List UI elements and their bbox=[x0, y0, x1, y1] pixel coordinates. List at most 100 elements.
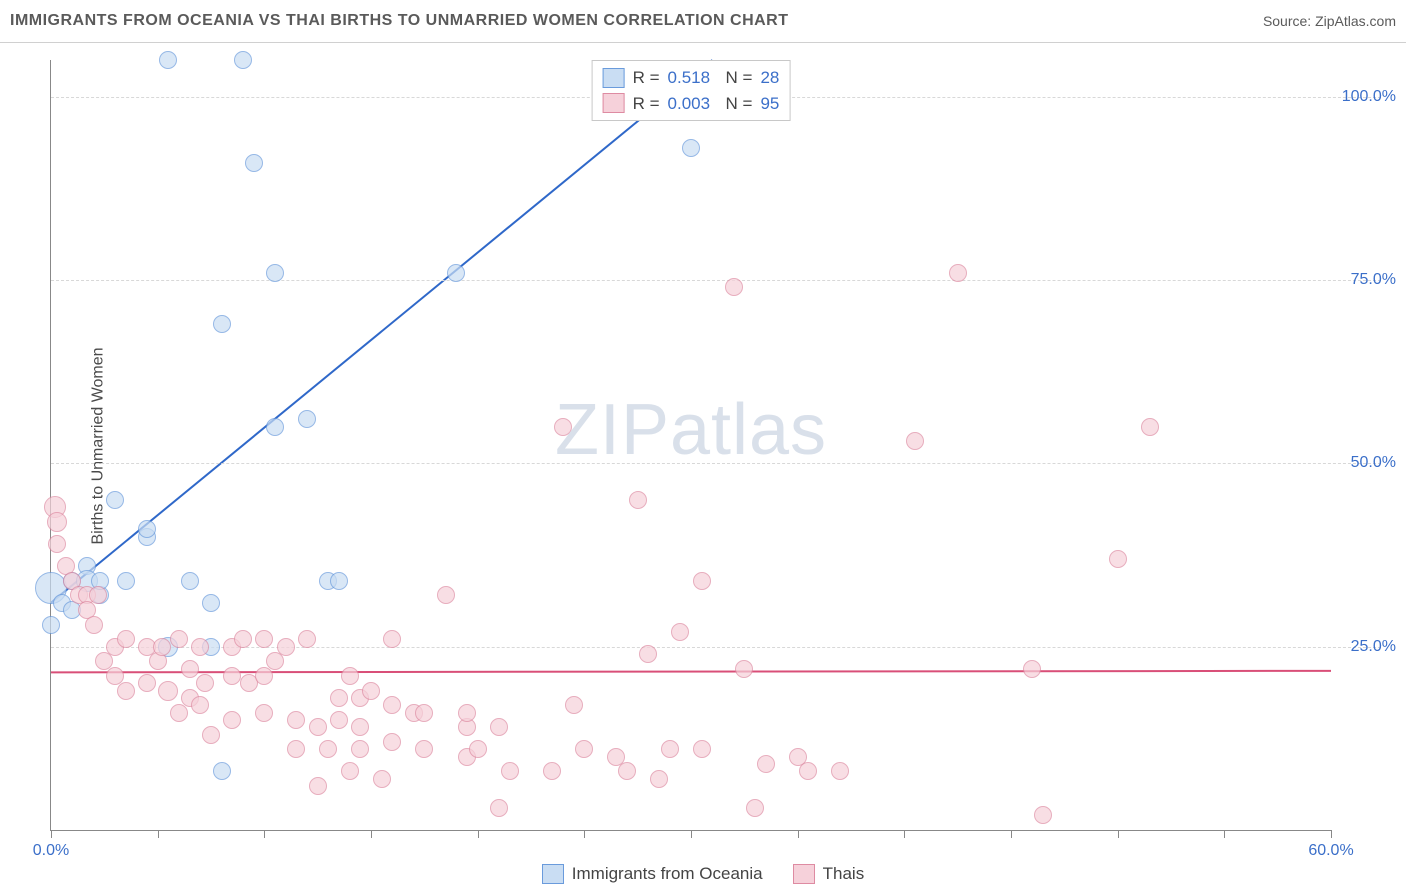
scatter-marker bbox=[351, 740, 369, 758]
scatter-marker bbox=[298, 410, 316, 428]
scatter-marker bbox=[682, 139, 700, 157]
scatter-marker bbox=[117, 682, 135, 700]
scatter-marker bbox=[277, 638, 295, 656]
scatter-marker bbox=[138, 674, 156, 692]
scatter-marker bbox=[799, 762, 817, 780]
x-tick bbox=[1331, 830, 1332, 838]
x-tick bbox=[691, 830, 692, 838]
scatter-marker bbox=[330, 711, 348, 729]
scatter-marker bbox=[1141, 418, 1159, 436]
y-tick-label: 75.0% bbox=[1341, 271, 1396, 289]
legend-swatch bbox=[542, 864, 564, 884]
scatter-marker bbox=[383, 630, 401, 648]
legend-row: R =0.003N =95 bbox=[603, 91, 780, 117]
legend-n-value: 95 bbox=[760, 91, 779, 117]
scatter-marker bbox=[725, 278, 743, 296]
bottom-legend-label: Thais bbox=[823, 864, 865, 884]
legend-n-label: N = bbox=[726, 91, 753, 117]
scatter-marker bbox=[1034, 806, 1052, 824]
scatter-marker bbox=[543, 762, 561, 780]
x-tick-label: 0.0% bbox=[33, 842, 69, 860]
x-tick bbox=[51, 830, 52, 838]
scatter-marker bbox=[106, 491, 124, 509]
trend-lines-svg bbox=[51, 60, 1331, 830]
scatter-marker bbox=[213, 762, 231, 780]
scatter-marker bbox=[223, 667, 241, 685]
chart-title: IMMIGRANTS FROM OCEANIA VS THAI BIRTHS T… bbox=[10, 12, 789, 30]
scatter-marker bbox=[287, 740, 305, 758]
scatter-marker bbox=[117, 572, 135, 590]
scatter-marker bbox=[191, 696, 209, 714]
stats-legend: R =0.518N =28R =0.003N =95 bbox=[592, 60, 791, 121]
scatter-marker bbox=[245, 154, 263, 172]
scatter-marker bbox=[266, 264, 284, 282]
legend-r-label: R = bbox=[633, 65, 660, 91]
scatter-marker bbox=[383, 733, 401, 751]
scatter-marker bbox=[671, 623, 689, 641]
scatter-marker bbox=[266, 418, 284, 436]
scatter-marker bbox=[618, 762, 636, 780]
scatter-marker bbox=[554, 418, 572, 436]
y-tick-label: 25.0% bbox=[1341, 638, 1396, 656]
scatter-marker bbox=[693, 740, 711, 758]
scatter-marker bbox=[85, 616, 103, 634]
scatter-marker bbox=[661, 740, 679, 758]
scatter-marker bbox=[42, 616, 60, 634]
scatter-marker bbox=[213, 315, 231, 333]
scatter-marker bbox=[437, 586, 455, 604]
x-tick bbox=[371, 830, 372, 838]
scatter-marker bbox=[255, 630, 273, 648]
scatter-marker bbox=[47, 512, 67, 532]
scatter-marker bbox=[202, 726, 220, 744]
scatter-marker bbox=[447, 264, 465, 282]
scatter-marker bbox=[255, 704, 273, 722]
scatter-marker bbox=[629, 491, 647, 509]
scatter-marker bbox=[309, 777, 327, 795]
scatter-marker bbox=[170, 630, 188, 648]
scatter-plot-area: ZIPatlas R =0.518N =28R =0.003N =95 25.0… bbox=[50, 60, 1331, 831]
legend-swatch bbox=[793, 864, 815, 884]
scatter-marker bbox=[234, 51, 252, 69]
bottom-legend-item: Thais bbox=[793, 864, 865, 884]
scatter-marker bbox=[117, 630, 135, 648]
y-tick-label: 100.0% bbox=[1341, 88, 1396, 106]
legend-n-value: 28 bbox=[760, 65, 779, 91]
scatter-marker bbox=[89, 586, 107, 604]
scatter-marker bbox=[341, 667, 359, 685]
scatter-marker bbox=[831, 762, 849, 780]
scatter-marker bbox=[373, 770, 391, 788]
x-tick bbox=[478, 830, 479, 838]
scatter-marker bbox=[181, 572, 199, 590]
scatter-marker bbox=[196, 674, 214, 692]
scatter-marker bbox=[48, 535, 66, 553]
watermark: ZIPatlas bbox=[555, 389, 827, 471]
scatter-marker bbox=[170, 704, 188, 722]
scatter-marker bbox=[757, 755, 775, 773]
x-tick bbox=[158, 830, 159, 838]
scatter-marker bbox=[565, 696, 583, 714]
scatter-marker bbox=[575, 740, 593, 758]
x-tick bbox=[798, 830, 799, 838]
scatter-marker bbox=[362, 682, 380, 700]
scatter-marker bbox=[746, 799, 764, 817]
y-tick-label: 50.0% bbox=[1341, 454, 1396, 472]
scatter-marker bbox=[490, 799, 508, 817]
scatter-marker bbox=[1023, 660, 1041, 678]
legend-r-label: R = bbox=[633, 91, 660, 117]
legend-swatch bbox=[603, 93, 625, 113]
source-label: Source: ZipAtlas.com bbox=[1263, 13, 1396, 29]
scatter-marker bbox=[735, 660, 753, 678]
x-tick bbox=[264, 830, 265, 838]
gridline bbox=[51, 647, 1381, 648]
trend-line bbox=[51, 671, 1331, 672]
scatter-marker bbox=[255, 667, 273, 685]
x-tick-label: 60.0% bbox=[1308, 842, 1353, 860]
scatter-marker bbox=[181, 660, 199, 678]
legend-row: R =0.518N =28 bbox=[603, 65, 780, 91]
scatter-marker bbox=[693, 572, 711, 590]
scatter-marker bbox=[287, 711, 305, 729]
x-tick bbox=[1224, 830, 1225, 838]
scatter-marker bbox=[234, 630, 252, 648]
scatter-marker bbox=[458, 704, 476, 722]
scatter-marker bbox=[202, 594, 220, 612]
